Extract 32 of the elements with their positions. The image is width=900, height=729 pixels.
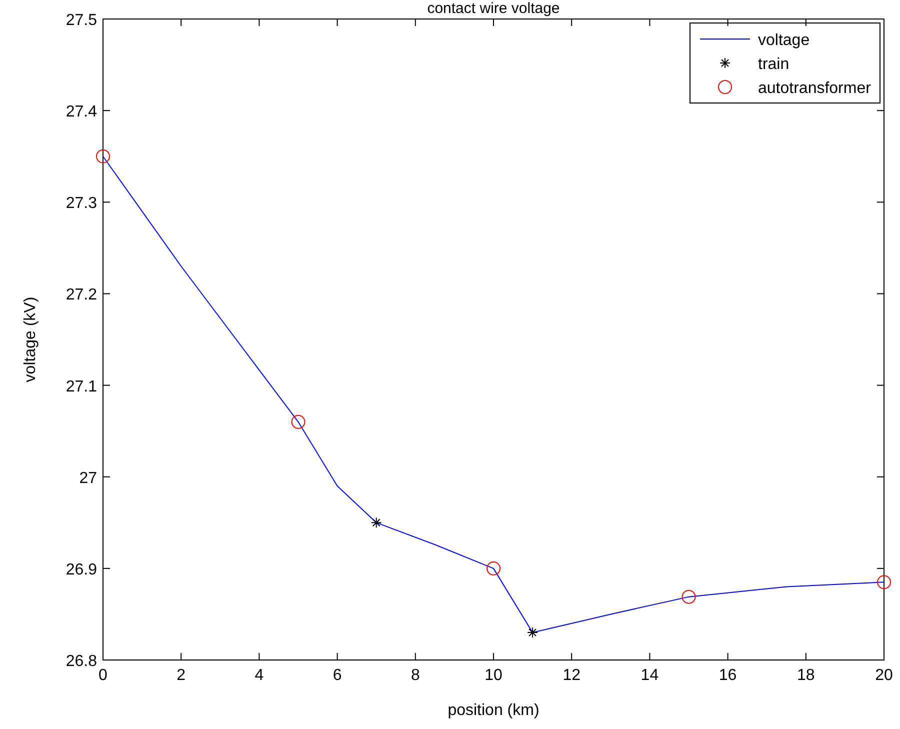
y-tick-label: 27.4 <box>66 104 98 121</box>
y-tick-label: 26.9 <box>66 561 98 578</box>
x-tick-label: 8 <box>410 667 420 684</box>
x-tick-label: 14 <box>640 667 659 684</box>
chart-title: contact wire voltage <box>427 0 560 17</box>
y-tick-label: 27.3 <box>66 195 98 212</box>
y-tick-label: 27.2 <box>66 286 98 304</box>
legend-label: voltage <box>758 32 810 49</box>
y-tick-label: 27.1 <box>66 378 98 396</box>
point <box>370 517 382 528</box>
y-tick-label: 26.8 <box>66 653 98 670</box>
point <box>96 149 110 164</box>
point <box>877 575 891 590</box>
x-tick-label: 20 <box>875 667 893 684</box>
point <box>486 561 500 576</box>
point <box>291 414 306 429</box>
point <box>527 627 538 638</box>
point <box>682 590 696 604</box>
y-tick-label: 27 <box>79 470 98 487</box>
x-tick-label: 0 <box>98 667 108 684</box>
x-axis-title: position (km) <box>448 702 540 719</box>
y-tick-label: 27.5 <box>66 12 98 29</box>
x-tick-label: 10 <box>484 667 502 684</box>
x-tick-label: 6 <box>332 667 342 684</box>
x-tick-label: 4 <box>254 667 264 684</box>
y-axis-title: voltage (kV) <box>22 296 39 382</box>
legend-label: autotransformer <box>758 80 872 97</box>
x-tick-label: 12 <box>562 667 581 684</box>
x-tick-label: 18 <box>797 667 815 684</box>
x-tick-label: 16 <box>718 667 737 684</box>
legend-label: train <box>758 56 790 73</box>
x-tick-label: 2 <box>176 667 186 684</box>
